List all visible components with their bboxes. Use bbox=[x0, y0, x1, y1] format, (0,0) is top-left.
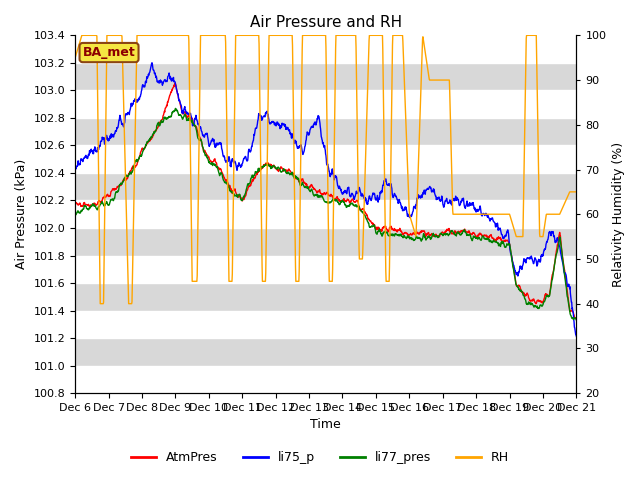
Text: BA_met: BA_met bbox=[83, 46, 136, 59]
Y-axis label: Relativity Humidity (%): Relativity Humidity (%) bbox=[612, 142, 625, 287]
Bar bbox=[75, 255, 577, 283]
Y-axis label: Air Pressure (kPa): Air Pressure (kPa) bbox=[15, 159, 28, 269]
Legend: AtmPres, li75_p, li77_pres, RH: AtmPres, li75_p, li77_pres, RH bbox=[126, 446, 514, 469]
Bar bbox=[75, 90, 577, 118]
Bar bbox=[75, 145, 577, 173]
Bar bbox=[75, 366, 577, 393]
Bar bbox=[75, 201, 577, 228]
Bar bbox=[75, 36, 577, 63]
Bar bbox=[75, 311, 577, 338]
Title: Air Pressure and RH: Air Pressure and RH bbox=[250, 15, 402, 30]
X-axis label: Time: Time bbox=[310, 419, 341, 432]
